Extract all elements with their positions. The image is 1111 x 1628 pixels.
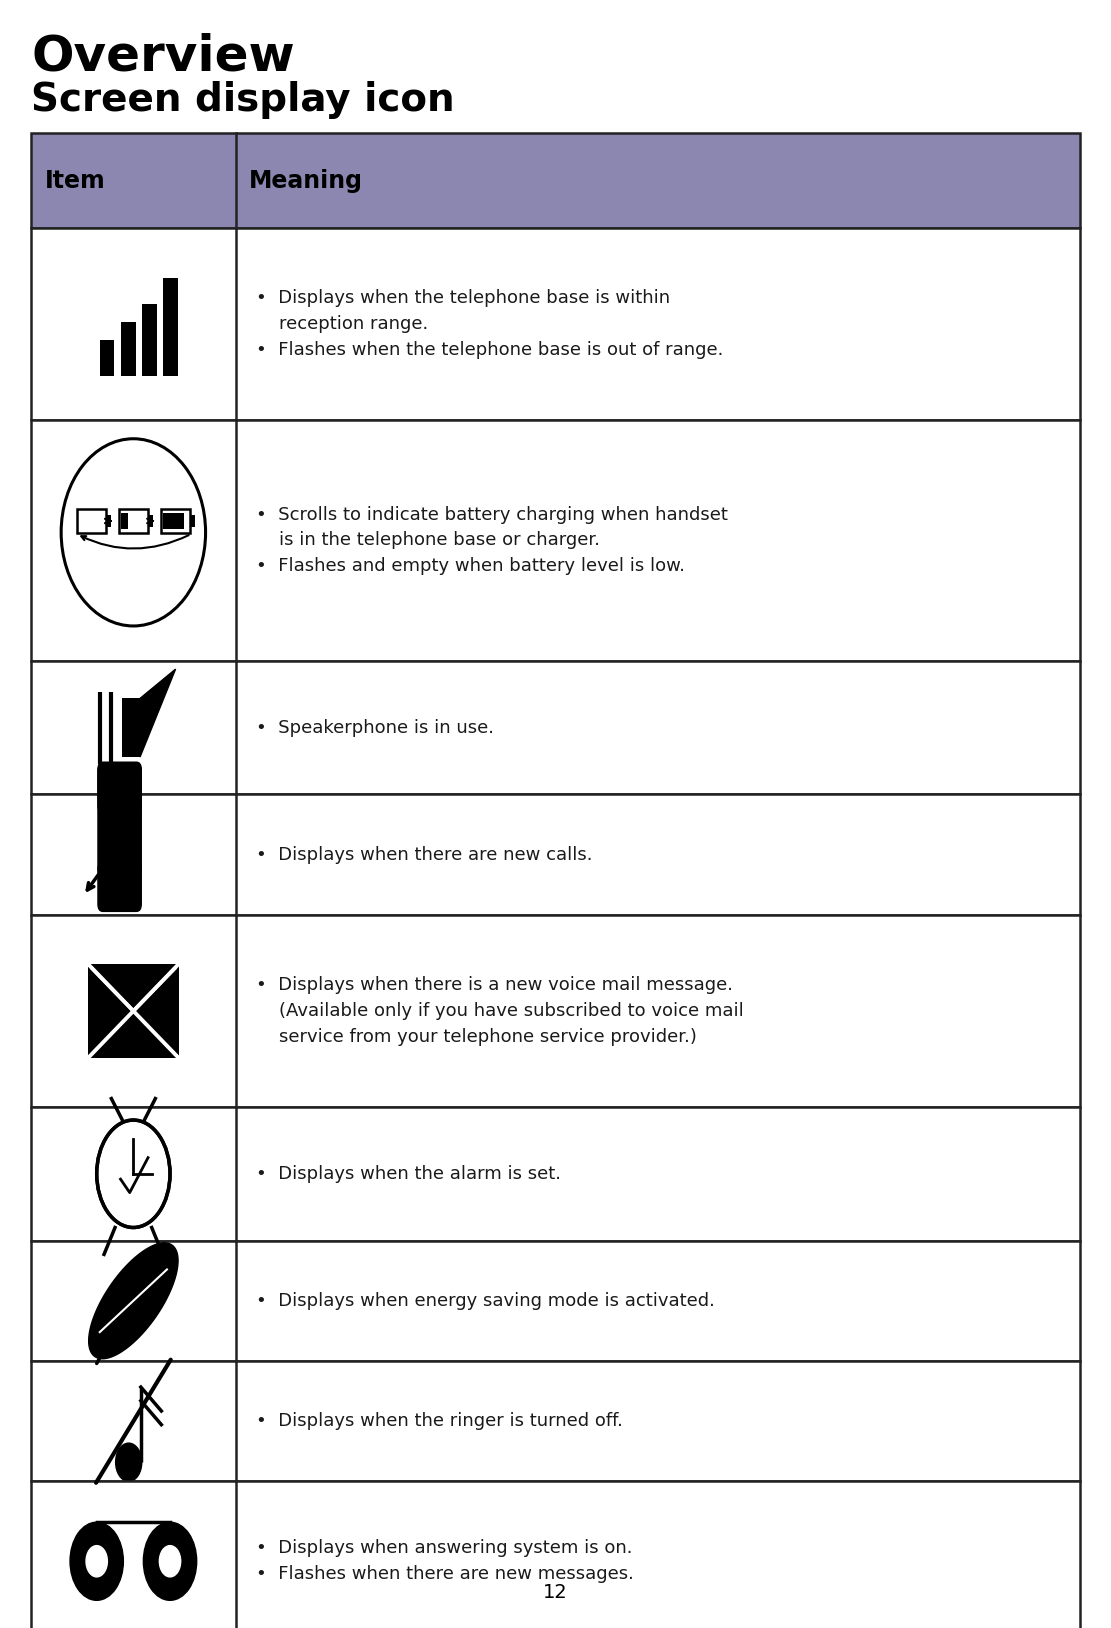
Text: •  Speakerphone is in use.: • Speakerphone is in use. [256,718,493,737]
FancyBboxPatch shape [98,764,142,814]
Circle shape [143,1522,197,1600]
FancyBboxPatch shape [190,514,196,527]
FancyBboxPatch shape [31,228,1080,420]
FancyBboxPatch shape [119,510,148,532]
FancyBboxPatch shape [121,322,136,376]
Text: Screen display icon: Screen display icon [31,81,454,119]
Text: •  Displays when the telephone base is within
    reception range.
•  Flashes wh: • Displays when the telephone base is wi… [256,290,723,358]
FancyBboxPatch shape [31,661,1080,794]
Circle shape [70,1522,123,1600]
Text: 12: 12 [543,1582,568,1602]
Circle shape [86,1545,108,1578]
FancyBboxPatch shape [106,514,111,527]
Text: •  Displays when there are new calls.: • Displays when there are new calls. [256,845,592,864]
Text: •  Displays when the alarm is set.: • Displays when the alarm is set. [256,1164,561,1184]
FancyBboxPatch shape [98,861,142,912]
FancyBboxPatch shape [100,340,114,376]
FancyBboxPatch shape [31,794,1080,915]
FancyBboxPatch shape [31,1107,1080,1241]
FancyBboxPatch shape [88,964,179,1058]
Polygon shape [89,1242,178,1359]
FancyBboxPatch shape [31,1481,1080,1628]
FancyBboxPatch shape [98,762,142,876]
FancyBboxPatch shape [163,278,178,376]
Text: Meaning: Meaning [249,169,363,192]
FancyBboxPatch shape [161,510,190,532]
FancyBboxPatch shape [142,304,157,376]
FancyBboxPatch shape [31,1361,1080,1481]
Text: •  Displays when energy saving mode is activated.: • Displays when energy saving mode is ac… [256,1291,714,1311]
Circle shape [116,1442,142,1481]
FancyBboxPatch shape [77,510,106,532]
Circle shape [101,1127,166,1221]
Circle shape [159,1545,181,1578]
Text: •  Displays when answering system is on.
•  Flashes when there are new messages.: • Displays when answering system is on. … [256,1540,633,1582]
FancyBboxPatch shape [31,1241,1080,1361]
Text: Overview: Overview [31,33,294,80]
FancyBboxPatch shape [31,915,1080,1107]
Polygon shape [140,669,176,757]
FancyBboxPatch shape [122,698,140,757]
FancyBboxPatch shape [148,514,153,527]
FancyBboxPatch shape [31,420,1080,661]
FancyBboxPatch shape [31,133,1080,228]
Text: •  Displays when there is a new voice mail message.
    (Available only if you h: • Displays when there is a new voice mai… [256,977,743,1045]
Text: Item: Item [44,169,106,192]
FancyBboxPatch shape [163,513,184,529]
Text: •  Scrolls to indicate battery charging when handset
    is in the telephone bas: • Scrolls to indicate battery charging w… [256,506,728,575]
Text: •  Displays when the ringer is turned off.: • Displays when the ringer is turned off… [256,1411,622,1431]
FancyBboxPatch shape [121,513,129,529]
